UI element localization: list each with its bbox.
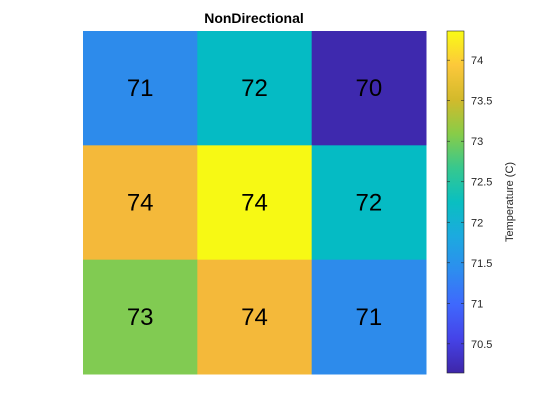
heatmap-cell-label-r3-c1: 73 <box>127 304 154 331</box>
heatmap-cell-label-r2-c3: 72 <box>355 190 382 217</box>
colorbar-tick-label: 72 <box>471 217 483 229</box>
heatmap-cell-label-r3-c3: 71 <box>355 304 382 331</box>
heatmap-cell-label-r1-c2: 72 <box>241 75 268 102</box>
heatmap-cell-r2-c1 <box>83 145 198 261</box>
colorbar-label: Temperature (C) <box>504 162 516 242</box>
heatmap-cell-label-r3-c2: 74 <box>241 304 268 331</box>
colorbar-tick-label: 72.5 <box>471 177 492 189</box>
colorbar-tick-label: 74 <box>471 55 483 67</box>
heatmap-cells: 71 72 70 74 74 72 73 74 71 <box>83 31 427 375</box>
colorbar-tick-label: 71 <box>471 298 483 310</box>
heatmap-cell-label-r1-c3: 70 <box>355 75 382 102</box>
colorbar-tick-label: 71.5 <box>471 258 492 270</box>
heatmap-cell-label-r1-c1: 71 <box>127 75 154 102</box>
heatmap-cell-r1-c2 <box>197 31 313 146</box>
colorbar-tick-label: 70.5 <box>471 339 492 351</box>
heatmap-cell-r1-c3 <box>311 31 427 146</box>
colorbar-tick-label: 73.5 <box>471 96 492 108</box>
heatmap-cell-label-r2-c2: 74 <box>241 190 268 217</box>
colorbar-gradient <box>446 30 465 374</box>
heatmap-cell-r3-c2 <box>197 259 313 375</box>
heatmap-cell-r2-c2 <box>197 145 313 261</box>
heatmap-cell-r2-c3 <box>311 145 427 261</box>
heatmap-cell-label-r2-c1: 74 <box>127 190 154 217</box>
colorbar-tick-label: 73 <box>471 136 483 148</box>
heatmap-cell-r1-c1 <box>83 31 198 146</box>
heatmap-cell-r3-c1 <box>83 259 198 375</box>
heatmap-cell-r3-c3 <box>311 259 427 375</box>
colorbar: 70.5 71 71.5 72 72.5 73 73.5 74 Temperature (C) <box>446 30 516 374</box>
chart-title: NonDirectional <box>204 10 304 26</box>
